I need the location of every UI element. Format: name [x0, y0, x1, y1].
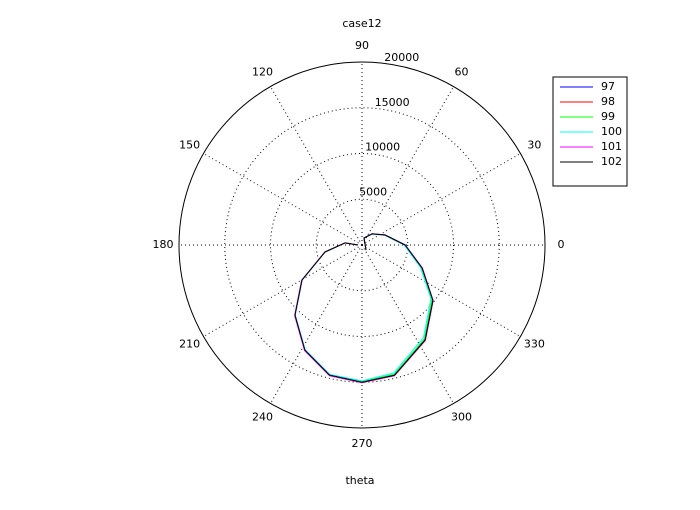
r-tick-label: 10000: [365, 141, 400, 154]
grid-spoke: [203, 244, 363, 337]
grid-spoke: [270, 86, 363, 246]
x-axis-label: theta: [345, 474, 374, 487]
theta-tick-label: 150: [179, 139, 200, 152]
legend-label: 97: [601, 80, 615, 93]
grid-spoke: [361, 244, 521, 337]
legend-label: 98: [601, 95, 615, 108]
grid-circle: [270, 153, 454, 337]
legend-label: 100: [601, 125, 622, 138]
r-tick-label: 5000: [359, 185, 387, 198]
theta-tick-label: 180: [153, 238, 174, 251]
grid-circle: [315, 198, 409, 292]
outer-circle: [178, 61, 546, 429]
series-line: [294, 233, 434, 383]
theta-tick-label: 300: [451, 410, 472, 423]
grid-spoke: [361, 86, 454, 246]
theta-tick-label: 270: [352, 437, 373, 450]
chart-title: case12: [342, 17, 381, 30]
legend-label: 102: [601, 155, 622, 168]
grid-circle: [224, 107, 500, 383]
grid-spoke: [361, 153, 521, 246]
grid-spoke: [203, 153, 363, 246]
legend-label: 101: [601, 140, 622, 153]
legend-label: 99: [601, 110, 615, 123]
theta-tick-label: 240: [252, 410, 273, 423]
r-tick-label: 20000: [384, 51, 419, 64]
grid-spoke: [270, 244, 363, 404]
theta-tick-label: 0: [558, 238, 565, 251]
grid-spoke: [361, 244, 454, 404]
theta-tick-label: 210: [179, 338, 200, 351]
theta-tick-label: 60: [455, 66, 469, 79]
theta-tick-label: 30: [527, 139, 541, 152]
theta-tick-label: 120: [252, 66, 273, 79]
theta-tick-label: 330: [524, 338, 545, 351]
r-tick-label: 15000: [375, 96, 410, 109]
theta-tick-label: 90: [355, 39, 369, 52]
